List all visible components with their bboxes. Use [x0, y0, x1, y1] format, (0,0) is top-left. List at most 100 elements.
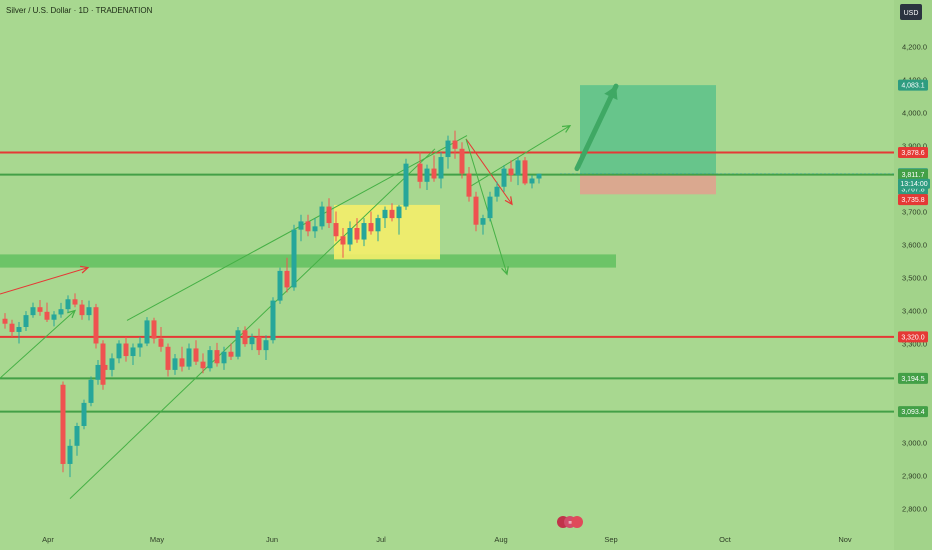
- candle-body: [319, 206, 325, 227]
- price-badges: 4,083.13,878.63,814.43,811.73,767.83,735…: [898, 79, 930, 418]
- price-badge: [898, 372, 928, 384]
- y-tick-label: 3,700.0: [902, 208, 927, 217]
- candle-body: [312, 226, 318, 232]
- y-tick-label: 4,000.0: [902, 109, 927, 118]
- candle-body: [158, 338, 164, 347]
- price-badge: [898, 147, 928, 159]
- candle-body: [459, 148, 465, 174]
- candle-body: [445, 140, 451, 158]
- candle-body: [298, 221, 304, 230]
- y-tick-label: 2,900.0: [902, 472, 927, 481]
- candle-body: [51, 314, 57, 320]
- price-badge-label: 3,878.6: [901, 150, 924, 157]
- candle-body: [501, 168, 507, 187]
- candle-body: [249, 336, 255, 345]
- y-tick-label: 3,900.0: [902, 142, 927, 151]
- candle-body: [137, 343, 143, 348]
- currency-button-label: USD: [904, 10, 919, 17]
- candle-body: [522, 160, 528, 184]
- candle-body: [179, 358, 185, 367]
- candle-body: [186, 348, 192, 367]
- candle-body: [86, 307, 92, 316]
- price-badge-label: 3,811.7: [902, 172, 925, 179]
- stop-zone: [580, 173, 716, 195]
- candle-body: [466, 173, 472, 197]
- price-badge-label: 3,320.0: [901, 334, 924, 341]
- candle-body: [74, 426, 80, 446]
- candle-body: [37, 307, 43, 312]
- arrow-head-icon: [504, 196, 513, 206]
- price-badge-label: 3,735.8: [901, 197, 924, 204]
- candle-body: [473, 196, 479, 225]
- trendline: [466, 125, 571, 189]
- candle-body: [291, 229, 297, 288]
- trendline: [0, 310, 76, 379]
- candle-body: [396, 206, 402, 219]
- candle-body: [144, 320, 150, 344]
- arrow-head-icon: [80, 265, 90, 274]
- x-axis-ticks: Apr May Jun Jul Aug Sep Oct Nov: [42, 535, 852, 544]
- candle-body: [221, 351, 227, 364]
- trendline: [126, 135, 468, 321]
- price-badge: [898, 406, 928, 418]
- candle-body: [58, 309, 64, 315]
- x-tick-label: Sep: [604, 535, 617, 544]
- candle-body: [417, 163, 423, 182]
- candle-body: [23, 315, 29, 327]
- price-badge: [898, 331, 928, 343]
- candle-body: [2, 318, 8, 324]
- currency-button[interactable]: [900, 4, 922, 20]
- y-axis-ticks: 4,200.04,100.04,000.03,900.03,800.03,700…: [902, 43, 927, 514]
- candle-body: [79, 304, 85, 316]
- chart-title: Silver / U.S. Dollar · 1D · TRADENATION: [6, 6, 153, 15]
- candle-body: [347, 228, 353, 245]
- candle-body: [165, 346, 171, 370]
- candle-body: [242, 330, 248, 345]
- candle-body: [424, 168, 430, 182]
- x-tick-label: May: [150, 535, 164, 544]
- candle-body: [193, 348, 199, 362]
- price-badge-label: 3,093.4: [901, 409, 924, 416]
- candle-body: [284, 270, 290, 288]
- arrow-head-icon: [67, 309, 77, 319]
- y-tick-label: 3,400.0: [902, 307, 927, 316]
- y-tick-label: 2,800.0: [902, 505, 927, 514]
- candle-body: [508, 168, 514, 176]
- candle-body: [277, 270, 283, 301]
- price-badge-label: 4,083.1: [901, 83, 924, 90]
- y-tick-label: 4,200.0: [902, 43, 927, 52]
- candle-body: [305, 221, 311, 232]
- price-badge: [898, 169, 928, 181]
- candle-body: [88, 379, 94, 403]
- candle-body: [361, 223, 367, 240]
- trendline: [465, 138, 513, 205]
- candle-body: [382, 209, 388, 219]
- candle-body: [368, 223, 374, 232]
- candle-body: [235, 330, 241, 357]
- x-tick-label: Oct: [719, 535, 732, 544]
- candle-body: [95, 364, 101, 380]
- projection-arrow: [574, 83, 619, 172]
- candle-body: [263, 340, 269, 351]
- candle-body: [109, 358, 115, 370]
- candle-body: [354, 228, 360, 240]
- price-badge-label: 3,194.5: [901, 376, 924, 383]
- price-axis: [894, 0, 932, 550]
- x-tick-label: Jul: [376, 535, 386, 544]
- x-tick-label: Apr: [42, 535, 54, 544]
- y-tick-label: 3,500.0: [902, 274, 927, 283]
- candle-body: [81, 402, 87, 426]
- x-tick-label: Nov: [838, 535, 852, 544]
- candle-body: [487, 196, 493, 219]
- candles: [2, 130, 542, 478]
- candle-body: [494, 186, 500, 197]
- countdown-label: 13:14:00: [900, 181, 927, 188]
- event-marker-icon[interactable]: ≡: [557, 516, 583, 528]
- candle-body: [102, 364, 108, 370]
- trendline: [0, 267, 89, 295]
- candle-body: [67, 445, 73, 464]
- candle-body: [214, 350, 220, 364]
- candle-body: [116, 343, 122, 359]
- price-badge: [898, 194, 928, 206]
